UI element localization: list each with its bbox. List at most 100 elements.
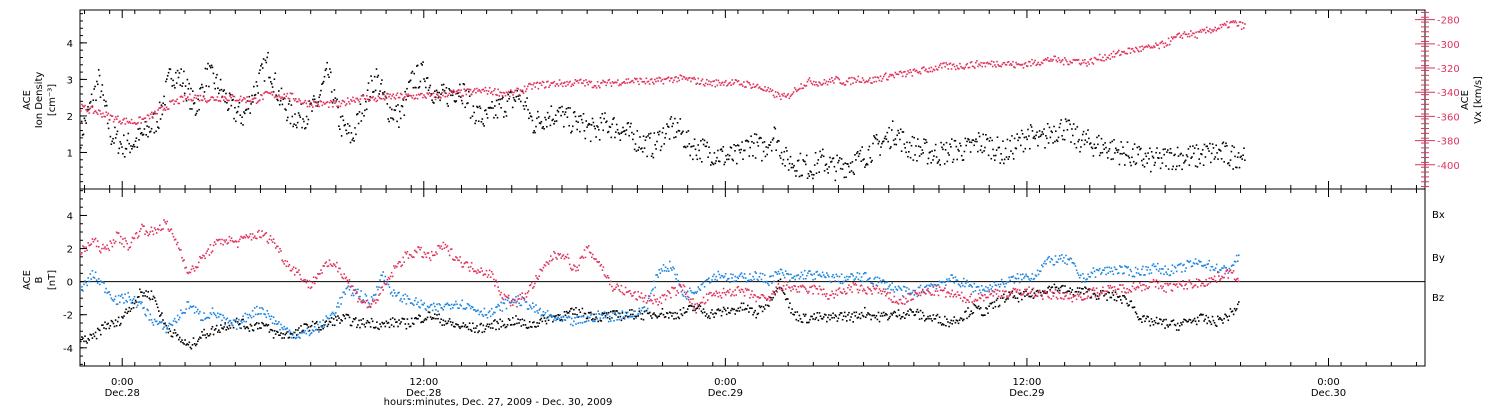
density-point	[554, 114, 557, 116]
bx-point	[1155, 316, 1158, 319]
density-point	[152, 113, 155, 115]
vx-point	[466, 88, 469, 90]
density-point	[796, 160, 799, 162]
density-point	[915, 145, 917, 147]
bx-point	[136, 296, 139, 298]
by-point	[955, 279, 958, 281]
vx-point	[745, 86, 747, 88]
bx-point	[641, 313, 644, 315]
density-point	[875, 134, 878, 136]
density-point	[84, 119, 87, 122]
by-point	[962, 284, 964, 287]
vx-point	[83, 106, 85, 108]
by-point	[1041, 264, 1043, 266]
by-point	[168, 322, 171, 325]
bx-point	[111, 320, 114, 323]
bx-point	[939, 322, 942, 324]
bx-point	[384, 325, 387, 328]
density-point	[727, 158, 730, 161]
bz-point	[146, 231, 148, 234]
by-point	[935, 287, 938, 290]
bx-point	[139, 288, 141, 291]
vx-point	[356, 97, 359, 100]
bx-point	[622, 317, 625, 319]
bx-point	[717, 308, 720, 310]
bx-point	[417, 317, 419, 320]
vx-point	[156, 112, 158, 115]
by-point	[856, 272, 859, 274]
vx-point	[627, 78, 630, 80]
density-point	[823, 170, 826, 172]
density-point	[744, 149, 746, 152]
vx-point	[751, 86, 754, 89]
bx-point	[290, 333, 293, 335]
vx-point	[1132, 50, 1135, 52]
vx-point	[1043, 59, 1046, 61]
density-point	[486, 117, 489, 119]
bx-point	[624, 315, 627, 317]
density-point	[224, 101, 226, 103]
bx-point	[303, 323, 305, 325]
density-point	[1159, 167, 1162, 170]
bx-point	[402, 318, 404, 320]
vx-point	[326, 101, 329, 103]
by-point	[290, 336, 293, 339]
density-point	[229, 93, 232, 96]
bx-point	[282, 333, 284, 335]
density-point	[633, 148, 636, 151]
vx-point	[801, 87, 803, 90]
vx-point	[905, 75, 907, 78]
bx-point	[431, 317, 434, 319]
vx-point	[1200, 31, 1203, 33]
by-point	[656, 274, 658, 276]
density-point	[553, 123, 555, 125]
vx-point	[1165, 44, 1168, 47]
by-point	[1170, 270, 1173, 272]
bx-point	[328, 320, 331, 323]
bx-point	[806, 321, 808, 324]
bx-point	[662, 313, 665, 316]
vx-point	[118, 121, 120, 124]
bx-point	[1087, 288, 1089, 291]
vx-point	[868, 79, 870, 81]
density-point	[535, 125, 537, 128]
density-point	[739, 151, 742, 154]
density-point	[365, 100, 367, 103]
density-point	[642, 135, 645, 137]
vx-point	[1093, 56, 1096, 59]
by-point	[351, 292, 354, 295]
bz-point	[152, 233, 155, 236]
by-point	[675, 278, 677, 280]
bx-point	[865, 316, 867, 318]
density-point	[733, 144, 735, 146]
bx-point	[1034, 294, 1037, 297]
by-point	[1162, 268, 1164, 270]
density-point	[97, 69, 100, 71]
vx-point	[916, 71, 919, 73]
by-point	[751, 280, 753, 282]
by-point	[111, 299, 114, 301]
vx-point	[921, 67, 923, 70]
bx-point	[513, 323, 515, 326]
density-point	[723, 163, 725, 166]
by-point	[361, 300, 363, 302]
density-point	[893, 143, 896, 146]
bx-point	[1047, 287, 1049, 289]
vx-point	[1191, 34, 1193, 37]
vx-point	[213, 99, 216, 101]
bx-point	[309, 325, 312, 328]
by-point	[388, 286, 391, 288]
vx-point	[950, 68, 953, 70]
by-point	[1086, 278, 1088, 280]
vx-point	[346, 97, 349, 99]
vx-point	[909, 69, 911, 71]
density-point	[763, 141, 766, 143]
bx-point	[445, 322, 448, 325]
density-point	[957, 148, 959, 151]
bx-point	[737, 307, 740, 310]
by-point	[833, 276, 835, 279]
density-point	[554, 120, 556, 123]
bz-point	[89, 244, 92, 246]
bx-point	[259, 327, 261, 329]
by-point	[377, 288, 379, 291]
